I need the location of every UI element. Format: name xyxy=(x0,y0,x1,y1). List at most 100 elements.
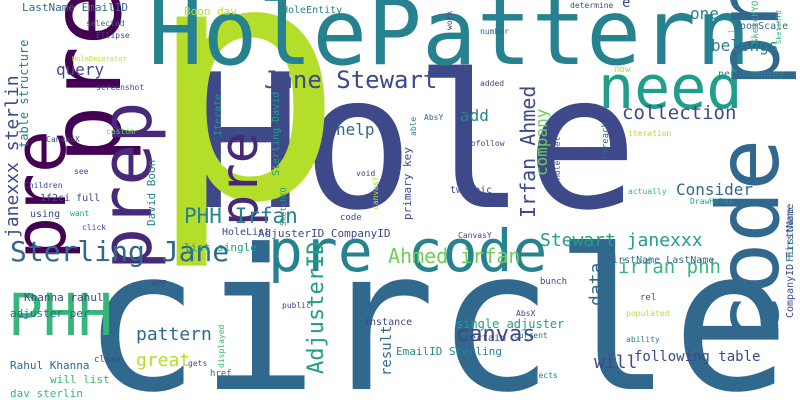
word-href: href xyxy=(210,369,232,379)
word-following-table: following table xyxy=(634,349,761,365)
word-sketchxo: SketchXO xyxy=(279,187,288,226)
word-result: result xyxy=(379,325,395,376)
word-canvasx: CanvasX xyxy=(46,135,80,144)
word-canvasy: CanvasY xyxy=(458,231,492,240)
word-drawholes: DrawHoles xyxy=(690,197,734,206)
word-p: p xyxy=(146,0,345,275)
word-companyid-firstname: CompanyID FirstName xyxy=(785,203,796,318)
word-sketchyo: SketchYO xyxy=(751,0,761,44)
word-holepattern: HolePattern xyxy=(148,0,751,86)
word-ability: ability xyxy=(626,335,660,344)
word-boon-dav: Boon dav xyxy=(184,5,237,18)
word-gets: gets xyxy=(188,359,208,368)
word-current: current xyxy=(514,331,548,340)
word-displayed: displayed xyxy=(217,324,226,368)
word-adjuster-per: adjuster per xyxy=(10,307,90,320)
word-firstname-lastname: FirstName LastName xyxy=(606,255,715,266)
word-lastname-emailid: LastName EmailID xyxy=(22,1,128,14)
word-adjusterid: AdjusterID xyxy=(304,241,329,374)
word-code-small: code xyxy=(340,213,362,223)
word-holeentity: HoleEntity xyxy=(282,5,343,16)
word-holelabel: HoleLabel xyxy=(553,136,562,180)
word-populated: populated xyxy=(626,309,670,318)
word-zoomscale: _ZoomScale xyxy=(728,21,789,32)
word-instance: instance xyxy=(364,317,413,328)
word-twitpic: twitpic xyxy=(450,185,493,196)
word-one: one xyxy=(690,4,719,23)
word-phh: PHH xyxy=(8,281,113,349)
word-number: number xyxy=(480,27,509,36)
word-void: void xyxy=(356,169,376,178)
word-wpf: WPF xyxy=(152,279,167,288)
word-added: added xyxy=(480,79,505,88)
word-absx: AbsX xyxy=(516,309,536,318)
word-query: query xyxy=(56,60,105,79)
word-rahul-khanna-bottom: Rahul Khanna xyxy=(10,359,90,372)
word-bunch: bunch xyxy=(540,277,568,287)
word-now: now xyxy=(614,65,631,75)
word-actually: actually xyxy=(628,187,667,196)
word-sterling-david: Sterling David xyxy=(271,91,282,176)
word-phh-irfan: PHH Irfan xyxy=(184,204,298,228)
word-company: company xyxy=(532,108,551,176)
word-single-adjuster: single adjuster xyxy=(456,317,565,331)
word-canvasy-v: canvasY xyxy=(371,176,380,210)
word-adjusterid-companyid: AdjusterID CompanyID xyxy=(258,227,391,240)
word-belongs: belongs xyxy=(711,36,779,55)
word-objects: objects xyxy=(524,371,558,380)
word-collection: collection xyxy=(622,102,737,124)
word-table-structure: table structure xyxy=(17,39,31,148)
word-ahmed-irfan: Ahmed irfan xyxy=(388,244,521,268)
word-emailid-sterling: EmailID Sterling xyxy=(396,345,502,358)
word-children: Children xyxy=(24,181,63,190)
word-work: work xyxy=(445,10,454,30)
word-ellipse: Ellipse xyxy=(96,31,130,40)
word-irfan-phh: irfan phh xyxy=(618,256,721,278)
word-rel: rel xyxy=(640,293,657,303)
word-certain: certain xyxy=(464,333,507,344)
word-per-company: per company xyxy=(718,69,785,80)
word-circle: circle xyxy=(82,208,791,400)
word-fullx: 1f2ci full xyxy=(40,193,101,204)
word-determine: determine xyxy=(570,1,614,10)
word-iterate: Iterate xyxy=(213,93,224,136)
word-custom: custom xyxy=(106,127,135,136)
word-pattern: pattern xyxy=(136,324,212,345)
word-screenshot: screenshot xyxy=(96,83,145,92)
word-help: help xyxy=(336,120,375,139)
word-want: want xyxy=(70,209,90,218)
word-consider: Consider xyxy=(676,180,754,199)
word-will-big: will xyxy=(594,352,638,373)
word-dav-sterlin: dav sterlin xyxy=(10,387,83,400)
word-using: using xyxy=(30,209,61,220)
word-holedecorator: HoleDecorator xyxy=(72,55,127,63)
word-pre-code: pre code xyxy=(268,217,548,285)
word-holelist: HoleList xyxy=(222,227,271,238)
word-foreach: foreach xyxy=(601,122,611,160)
word-great: great xyxy=(136,350,191,371)
word-stewart-janexxx: Stewart janexxx xyxy=(540,230,703,251)
word-sterling-jane: Sterling Jane xyxy=(10,235,230,268)
word-khanna-rahul: Khanna rahul xyxy=(24,291,104,304)
word-public: public xyxy=(282,301,311,310)
word-see: see xyxy=(74,167,89,176)
word-sketchyu: SketchYU xyxy=(775,10,783,44)
word-e: e xyxy=(622,0,631,11)
word-need: need xyxy=(598,53,743,123)
word-hole: Hole xyxy=(190,34,638,251)
word-data: data xyxy=(586,262,607,306)
word-list-single: list single xyxy=(184,241,257,254)
word-add: add xyxy=(460,106,489,125)
word-click: click xyxy=(82,223,107,232)
word-absy: AbsY xyxy=(424,113,444,122)
word-iteration: iteration xyxy=(628,129,672,138)
word-class: class xyxy=(94,355,122,365)
word-canvas: canvas xyxy=(456,322,536,347)
word-primary-key: primary key xyxy=(401,147,414,220)
word-will-list: will list xyxy=(50,373,110,386)
word-jane-stewart: Jane Stewart xyxy=(264,66,438,94)
word-able: able xyxy=(409,116,418,136)
word-david-boon: David Boon xyxy=(145,159,158,226)
word-nofollow: nofollow xyxy=(466,139,505,148)
